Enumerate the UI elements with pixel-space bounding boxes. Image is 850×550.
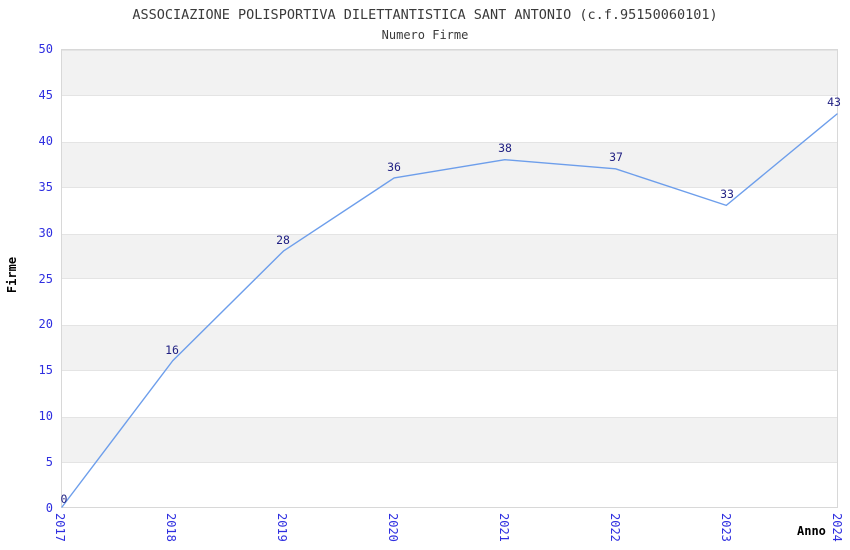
- data-value-label: 36: [387, 159, 401, 174]
- x-axis-tick-label: 2019: [275, 513, 289, 542]
- x-axis-tick-label: 2023: [719, 513, 733, 542]
- y-axis-tick-label: 0: [45, 501, 53, 515]
- y-axis-tick-label: 40: [38, 133, 53, 148]
- chart-subtitle: Numero Firme: [381, 28, 469, 42]
- y-axis-tick-label: 30: [38, 225, 53, 240]
- x-axis-tick-label: 2020: [386, 513, 400, 542]
- grid-band: [62, 325, 837, 372]
- grid-band: [62, 417, 837, 464]
- data-series-line: [61, 113, 838, 508]
- y-axis-tick-label: 15: [38, 363, 53, 378]
- chart-title: ASSOCIAZIONE POLISPORTIVA DILETTANTISTIC…: [132, 7, 718, 23]
- plot-area: [61, 49, 838, 508]
- y-axis-tick-label: 10: [38, 409, 53, 424]
- x-axis-tick-label: 2018: [164, 513, 178, 542]
- data-value-label: 0: [60, 492, 68, 506]
- y-axis-tick-label: 45: [38, 87, 53, 102]
- x-axis-tick-label: 2017: [53, 513, 67, 542]
- data-value-label: 16: [165, 343, 179, 358]
- data-value-label: 38: [498, 141, 512, 156]
- data-line-svg: [61, 113, 838, 508]
- x-axis-tick-label: 2021: [497, 513, 511, 542]
- y-axis-tick-label: 50: [38, 42, 53, 56]
- x-axis-tick-label: 2022: [608, 513, 622, 542]
- data-value-label: 43: [827, 95, 841, 110]
- y-axis-tick-label: 5: [45, 455, 53, 470]
- x-axis-title: Anno: [797, 524, 826, 538]
- y-axis-tick-label: 25: [38, 271, 53, 286]
- grid-band: [62, 141, 837, 188]
- data-value-label: 33: [720, 187, 734, 202]
- data-value-label: 28: [276, 232, 290, 247]
- y-axis-tick-label: 35: [38, 179, 53, 194]
- y-axis-tick-labels: 0 5 10 15 20 25 30 35 40 45 50: [0, 0, 53, 550]
- data-value-label: 37: [609, 150, 623, 165]
- grid-band: [62, 233, 837, 280]
- y-axis-tick-label: 20: [38, 317, 53, 332]
- x-axis-tick-label: 2024: [830, 513, 844, 542]
- grid-band: [62, 50, 837, 96]
